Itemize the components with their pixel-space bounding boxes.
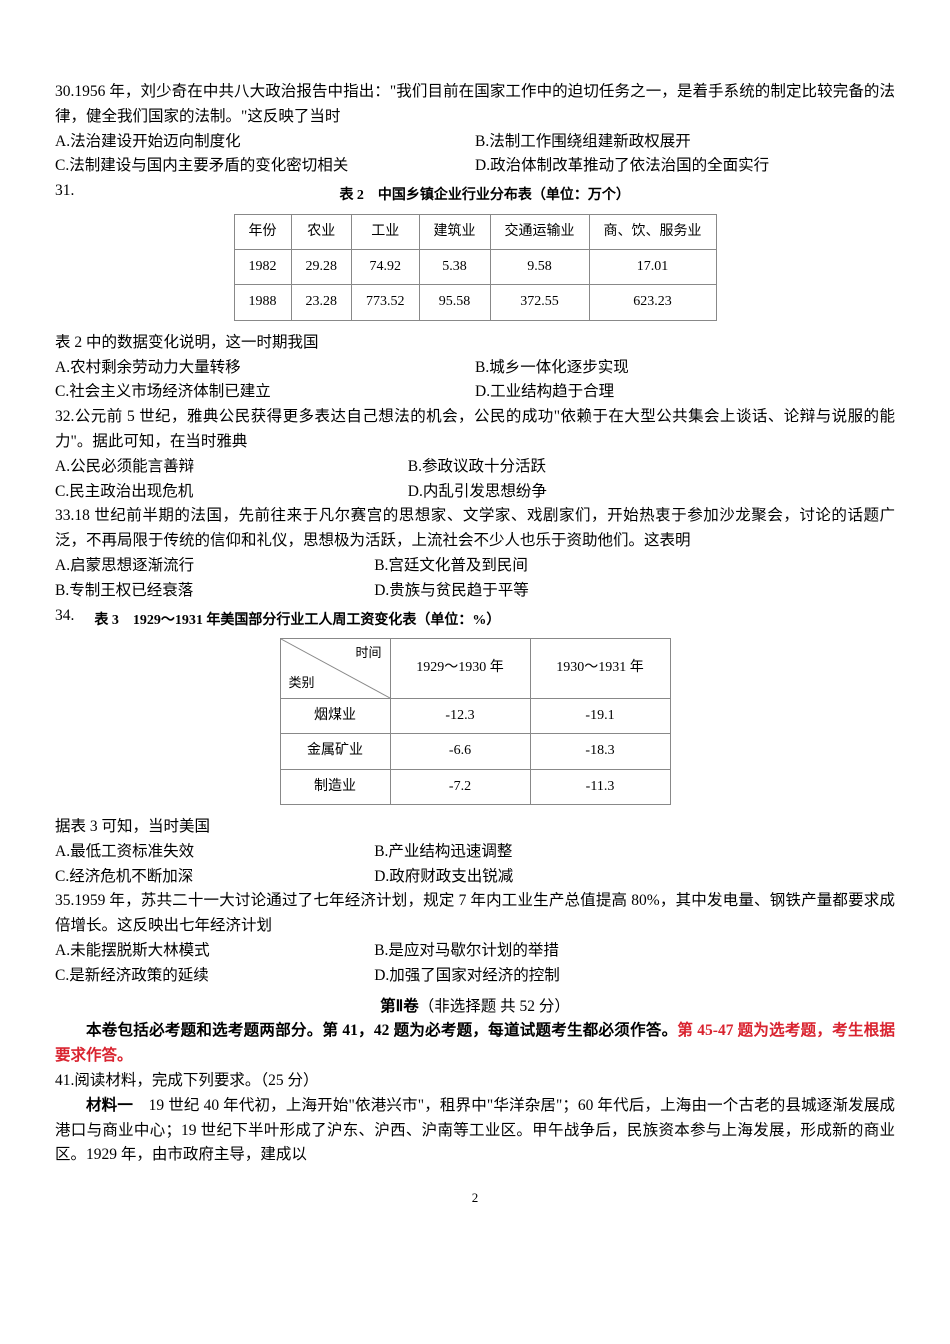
q34-opt-b: B.产业结构迅速调整 <box>374 840 794 865</box>
q34-opt-d: D.政府财政支出锐减 <box>374 865 794 890</box>
section2-note-black: 本卷包括必考题和选考题两部分。第 41，42 题为必考题，每道试题考生都必须作答… <box>86 1022 677 1039</box>
section2-title-sub: （非选择题 共 52 分） <box>419 998 570 1015</box>
q33-opt-a: A.启蒙思想逐渐流行 <box>55 554 374 579</box>
q30-opt-b: B.法制工作围绕组建新政权展开 <box>475 130 895 155</box>
q30-opt-a: A.法治建设开始迈向制度化 <box>55 130 475 155</box>
table-header-row: 年份 农业 工业 建筑业 交通运输业 商、饮、服务业 <box>234 214 716 249</box>
q31-opt-c: C.社会主义市场经济体制已建立 <box>55 380 475 405</box>
q31-table: 年份 农业 工业 建筑业 交通运输业 商、饮、服务业 1982 29.28 74… <box>234 214 717 321</box>
th-year: 年份 <box>234 214 291 249</box>
q35-opt-b: B.是应对马歇尔计划的举措 <box>374 939 794 964</box>
diag-top-label: 时间 <box>355 643 381 664</box>
q35-opt-c: C.是新经济政策的延续 <box>55 964 374 989</box>
th-industry: 工业 <box>352 214 420 249</box>
q33-opt-c: B.专制王权已经衰落 <box>55 579 374 604</box>
th-transport: 交通运输业 <box>490 214 589 249</box>
q31-opt-b: B.城乡一体化逐步实现 <box>475 356 895 381</box>
q32-opt-c: C.民主政治出现危机 <box>55 480 408 505</box>
q31-text: 表 2 中的数据变化说明，这一时期我国 <box>55 331 895 356</box>
section2-title-bold: 第Ⅱ卷 <box>380 998 419 1015</box>
q32-opt-a: A.公民必须能言善辩 <box>55 455 408 480</box>
q35-opt-a: A.未能摆脱斯大林模式 <box>55 939 374 964</box>
table-row: 1982 29.28 74.92 5.38 9.58 17.01 <box>234 249 716 284</box>
q34-table: 时间 类别 1929～1930 年 1930～1931 年 烟煤业 -12.3 … <box>280 638 671 805</box>
q35-opt-d: D.加强了国家对经济的控制 <box>374 964 794 989</box>
q30-text: 30.1956 年，刘少奇在中共八大政治报告中指出："我们目前在国家工作中的迫切… <box>55 80 895 130</box>
table-row: 烟煤业 -12.3 -19.1 <box>280 698 670 733</box>
q30-opt-d: D.政治体制改革推动了依法治国的全面实行 <box>475 154 895 179</box>
q33-text: 33.18 世纪前半期的法国，先前往来于凡尔赛宫的思想家、文学家、戏剧家们，开始… <box>55 504 895 554</box>
q30-opt-c: C.法制建设与国内主要矛盾的变化密切相关 <box>55 154 475 179</box>
table-row: 1988 23.28 773.52 95.58 372.55 623.23 <box>234 285 716 320</box>
table-header-row: 时间 类别 1929～1930 年 1930～1931 年 <box>280 638 670 698</box>
q31-opt-d: D.工业结构趋于合理 <box>475 380 895 405</box>
table-row: 金属矿业 -6.6 -18.3 <box>280 734 670 769</box>
diag-header: 时间 类别 <box>280 638 390 698</box>
q34-opt-c: C.经济危机不断加深 <box>55 865 374 890</box>
table-row: 制造业 -7.2 -11.3 <box>280 769 670 804</box>
q32-text: 32.公元前 5 世纪，雅典公民获得更多表达自己想法的机会，公民的成功"依赖于在… <box>55 405 895 455</box>
q33-opt-b: B.宫廷文化普及到民间 <box>374 554 794 579</box>
diag-bottom-label: 类别 <box>289 673 315 694</box>
page-number: 2 <box>55 1188 895 1209</box>
th-commerce: 商、饮、服务业 <box>589 214 716 249</box>
q41-material: 材料一 19 世纪 40 年代初，上海开始"依港兴市"，租界中"华洋杂居"；60… <box>55 1094 895 1168</box>
q31-table-title: 表 2 中国乡镇企业行业分布表（单位：万个） <box>74 185 895 207</box>
q31-num: 31. <box>55 179 74 204</box>
q41-material-text: 19 世纪 40 年代初，上海开始"依港兴市"，租界中"华洋杂居"；60 年代后… <box>55 1097 895 1164</box>
q32-opt-b: B.参政议政十分活跃 <box>408 455 828 480</box>
q35-text: 35.1959 年，苏共二十一大讨论通过了七年经济计划，规定 7 年内工业生产总… <box>55 889 895 939</box>
q34-opt-a: A.最低工资标准失效 <box>55 840 374 865</box>
q41-text: 41.阅读材料，完成下列要求。（25 分） <box>55 1069 895 1094</box>
th-construction: 建筑业 <box>419 214 490 249</box>
q32-opt-d: D.内乱引发思想纷争 <box>408 480 828 505</box>
section2-note: 本卷包括必考题和选考题两部分。第 41，42 题为必考题，每道试题考生都必须作答… <box>55 1019 895 1069</box>
q31-opt-a: A.农村剩余劳动力大量转移 <box>55 356 475 381</box>
q41-material-label: 材料一 <box>86 1097 133 1114</box>
section2-title: 第Ⅱ卷（非选择题 共 52 分） <box>55 995 895 1020</box>
th-agri: 农业 <box>291 214 352 249</box>
q34-table-title: 表 3 1929～1931 年美国部分行业工人周工资变化表（单位：%） <box>94 610 895 632</box>
q33-opt-d: D.贵族与贫民趋于平等 <box>374 579 794 604</box>
q34-num: 34. <box>55 604 74 629</box>
q34-text: 据表 3 可知，当时美国 <box>55 815 895 840</box>
